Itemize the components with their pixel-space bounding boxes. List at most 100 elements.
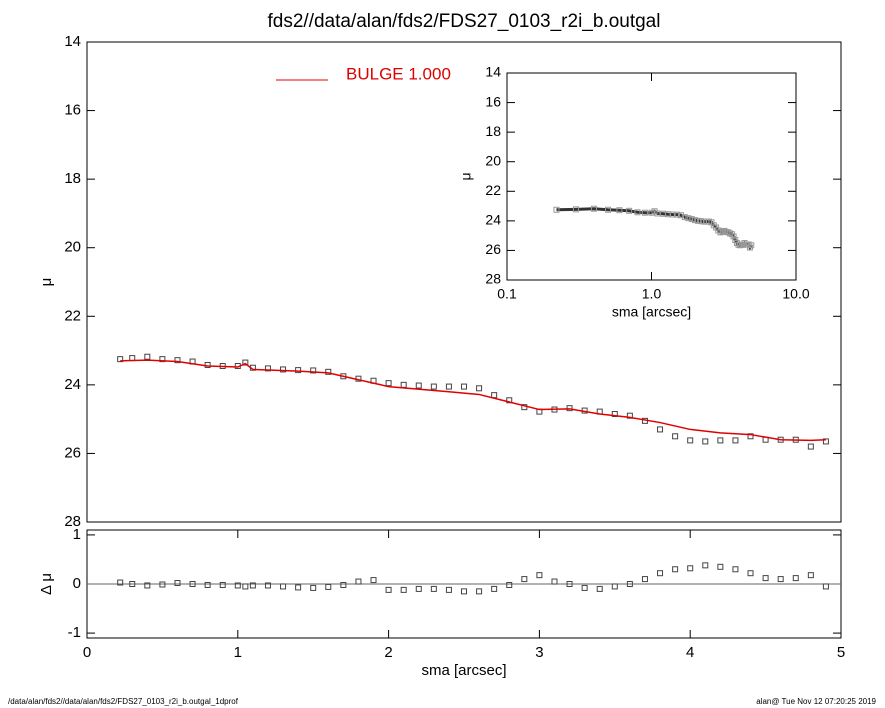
data-point <box>581 584 588 591</box>
data-point <box>117 579 124 586</box>
y-tick-label: 20 <box>64 239 81 256</box>
data-point <box>174 580 181 587</box>
data-point <box>445 383 452 390</box>
y-tick-label: 24 <box>485 212 501 228</box>
data-point <box>611 583 618 590</box>
data-point <box>702 562 709 569</box>
data-point <box>657 426 664 433</box>
data-point <box>626 581 633 587</box>
data-point <box>641 209 648 216</box>
data-point <box>415 382 422 389</box>
data-point <box>415 585 422 592</box>
data-point <box>385 380 392 387</box>
y-tick-label: 26 <box>64 444 81 461</box>
x-axis-label: sma [arcsec] <box>612 304 691 320</box>
data-point <box>626 412 633 419</box>
y-tick-label: 22 <box>64 307 81 324</box>
data-point <box>719 228 726 235</box>
data-point <box>144 353 151 360</box>
data-point <box>572 206 579 213</box>
data-point <box>551 578 558 585</box>
data-point <box>400 586 407 593</box>
x-tick-label: 0.1 <box>497 286 517 302</box>
data-point <box>242 359 249 366</box>
footer-right: alan@ Tue Nov 12 07:20:25 2019 <box>756 697 876 706</box>
data-point <box>681 214 688 221</box>
legend-label: BULGE 1.000 <box>346 64 451 83</box>
data-point <box>295 584 302 591</box>
data-point <box>792 575 799 582</box>
y-tick-label: 22 <box>485 182 501 198</box>
x-tick-label: 2 <box>384 644 392 661</box>
data-point <box>370 577 377 584</box>
y-tick-label: 18 <box>485 123 501 139</box>
data-point <box>762 575 769 582</box>
y-tick-label: 1 <box>73 526 81 543</box>
data-point <box>385 586 392 593</box>
data-point <box>747 433 754 440</box>
footer-left: /data/alan/fds2//data/alan/fds2/FDS27_01… <box>8 697 239 706</box>
data-point <box>189 581 196 587</box>
plot-frame <box>86 41 842 523</box>
data-point <box>325 583 332 590</box>
data-point <box>553 206 560 213</box>
chart-title: fds2//data/alan/fds2/FDS27_0103_r2i_b.ou… <box>268 11 661 32</box>
data-point <box>234 582 241 589</box>
data-point <box>691 217 698 224</box>
data-point <box>566 581 573 587</box>
model-line <box>120 359 826 442</box>
x-tick-label: 0 <box>83 644 91 661</box>
data-point <box>677 212 684 219</box>
data-point <box>596 585 603 592</box>
data-point <box>325 368 332 375</box>
data-point <box>590 205 597 212</box>
data-point <box>249 582 256 589</box>
data-point <box>242 583 249 590</box>
data-point <box>430 585 437 592</box>
data-point <box>506 581 513 588</box>
y-tick-label: 14 <box>64 33 81 50</box>
y-tick-label: 28 <box>485 271 501 287</box>
y-tick-label: 20 <box>485 152 501 168</box>
data-point <box>117 356 124 363</box>
data-point <box>730 233 737 240</box>
data-point <box>717 563 724 570</box>
data-point <box>219 581 226 588</box>
y-tick-label: 18 <box>64 170 81 187</box>
data-point <box>461 588 467 595</box>
data-point <box>807 572 814 579</box>
x-tick-label: 1.0 <box>642 286 662 302</box>
y-tick-label: 26 <box>485 241 501 257</box>
x-tick-label: 3 <box>535 644 543 661</box>
y-axis-label: Δ μ <box>38 573 55 595</box>
data-point <box>264 582 271 589</box>
y-tick-label: 0 <box>73 575 81 592</box>
data-point <box>732 437 739 444</box>
data-point <box>430 383 437 390</box>
data-point <box>264 365 271 372</box>
data-point <box>340 581 347 588</box>
data-point <box>672 433 679 440</box>
data-point <box>310 584 317 591</box>
data-point <box>657 570 664 577</box>
data-point <box>626 207 633 214</box>
data-point <box>204 581 211 588</box>
data-point <box>144 582 151 589</box>
data-point <box>634 209 641 216</box>
data-point <box>669 211 676 218</box>
data-point <box>310 367 317 374</box>
data-point <box>476 588 483 595</box>
data-point <box>605 206 612 213</box>
data-point <box>702 438 709 445</box>
data-point <box>748 242 755 249</box>
y-tick-label: -1 <box>68 624 81 641</box>
x-tick-label: 4 <box>686 644 694 661</box>
data-point <box>476 385 483 392</box>
data-point <box>648 209 655 216</box>
y-tick-label: 16 <box>485 93 501 109</box>
data-point <box>673 211 680 218</box>
data-point <box>280 583 287 590</box>
data-point <box>506 397 513 404</box>
data-point <box>688 216 695 223</box>
y-tick-label: 14 <box>485 64 501 80</box>
